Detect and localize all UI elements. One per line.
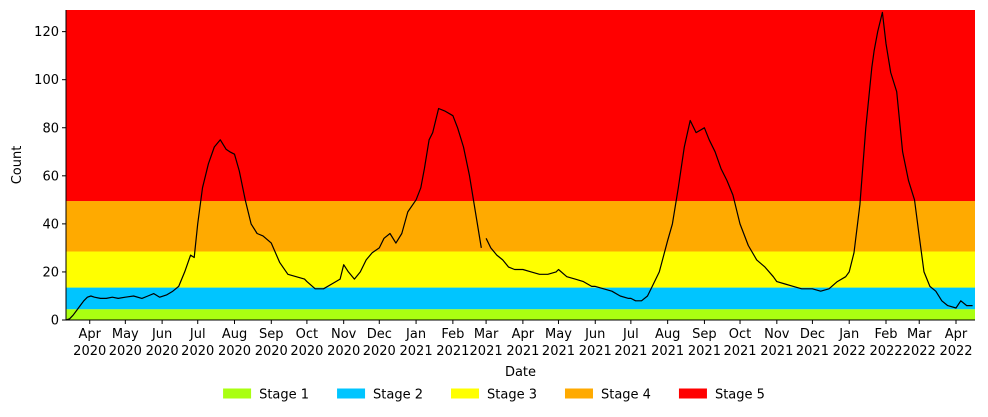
legend-swatch-stage-5 — [678, 388, 707, 399]
x-tick-year: 2021 — [688, 344, 721, 359]
y-axis-label: Count — [10, 146, 25, 185]
x-tick-year: 2022 — [833, 344, 866, 359]
legend-label-stage-1: Stage 1 — [259, 388, 309, 403]
y-tick-label: 60 — [42, 169, 59, 184]
x-tick-month: Sep — [259, 327, 284, 342]
x-tick-month: Apr — [78, 327, 101, 342]
y-tick-label: 0 — [51, 314, 59, 329]
x-tick-year: 2021 — [651, 344, 684, 359]
x-tick-year: 2020 — [73, 344, 106, 359]
x-tick-month: Nov — [331, 327, 357, 342]
axes — [65, 10, 975, 321]
x-tick-year: 2022 — [869, 344, 902, 359]
series-line-segment-2 — [485, 11, 973, 309]
x-tick-month: Aug — [655, 327, 680, 342]
x-tick-month: Mar — [474, 327, 499, 342]
y-tick-label: 120 — [34, 25, 59, 40]
x-tick-year: 2021 — [796, 344, 829, 359]
y-tick-label: 20 — [42, 265, 59, 280]
legend: Stage 1 Stage 2 Stage 3 Stage 4 Stage 5 — [223, 388, 765, 403]
x-tick-year: 2020 — [109, 344, 142, 359]
x-axis-label: Date — [505, 365, 536, 380]
x-tick-year: 2021 — [506, 344, 539, 359]
x-tick-month: Jan — [838, 327, 859, 342]
x-tick-month: Nov — [764, 327, 790, 342]
legend-swatch-stage-1 — [223, 388, 252, 399]
x-tick-month: Jul — [622, 327, 639, 342]
x-tick-year: 2021 — [400, 344, 433, 359]
legend-swatch-stage-2 — [337, 388, 366, 399]
x-tick-year: 2020 — [146, 344, 179, 359]
x-tick-year: 2020 — [290, 344, 323, 359]
x-tick-year: 2021 — [614, 344, 647, 359]
x-tick-month: Apr — [512, 327, 535, 342]
x-tick-year: 2020 — [363, 344, 396, 359]
y-tick-label: 40 — [42, 217, 59, 232]
series-line-segment-1 — [65, 107, 482, 321]
x-tick-month: Dec — [800, 327, 825, 342]
x-tick-year: 2022 — [903, 344, 936, 359]
y-ticks: 0 20 40 60 80 100 120 — [34, 25, 66, 329]
band-stage-4 — [66, 201, 975, 252]
x-tick-year: 2020 — [218, 344, 251, 359]
band-stage-2 — [66, 287, 975, 310]
x-tick-year: 2021 — [542, 344, 575, 359]
x-tick-year: 2021 — [723, 344, 756, 359]
x-tick-month: Oct — [296, 327, 318, 342]
x-ticks: Apr 2020 May 2020 Jun 2020 Jul 2020 Aug 2020 Sep 20… — [73, 320, 973, 359]
x-tick-year: 2021 — [470, 344, 503, 359]
x-tick-year: 2022 — [939, 344, 972, 359]
legend-label-stage-3: Stage 3 — [487, 388, 537, 403]
x-tick-month: May — [545, 327, 572, 342]
x-tick-month: Jul — [189, 327, 206, 342]
y-tick-label: 100 — [34, 73, 59, 88]
band-stage-1 — [66, 309, 975, 320]
x-tick-month: Mar — [907, 327, 932, 342]
x-tick-month: Feb — [874, 327, 897, 342]
band-stage-5 — [66, 10, 975, 202]
y-tick-label: 80 — [42, 121, 59, 136]
stage-bands — [66, 10, 975, 320]
x-tick-year: 2021 — [760, 344, 793, 359]
x-tick-year: 2020 — [327, 344, 360, 359]
x-tick-month: Jun — [584, 327, 605, 342]
legend-label-stage-4: Stage 4 — [601, 388, 651, 403]
legend-swatch-stage-3 — [451, 388, 480, 399]
legend-label-stage-5: Stage 5 — [715, 388, 765, 403]
x-tick-year: 2020 — [255, 344, 288, 359]
legend-label-stage-2: Stage 2 — [373, 388, 423, 403]
count-series-line — [65, 11, 973, 321]
x-tick-year: 2020 — [181, 344, 214, 359]
x-tick-month: Apr — [945, 327, 968, 342]
x-tick-month: May — [112, 327, 139, 342]
x-tick-month: Dec — [367, 327, 392, 342]
x-tick-month: Jan — [405, 327, 426, 342]
x-tick-month: Feb — [441, 327, 464, 342]
legend-swatch-stage-4 — [564, 388, 593, 399]
x-tick-year: 2021 — [436, 344, 469, 359]
x-tick-month: Jun — [151, 327, 172, 342]
x-tick-month: Aug — [222, 327, 247, 342]
x-tick-month: Oct — [729, 327, 751, 342]
x-tick-month: Sep — [692, 327, 717, 342]
x-tick-year: 2021 — [579, 344, 612, 359]
